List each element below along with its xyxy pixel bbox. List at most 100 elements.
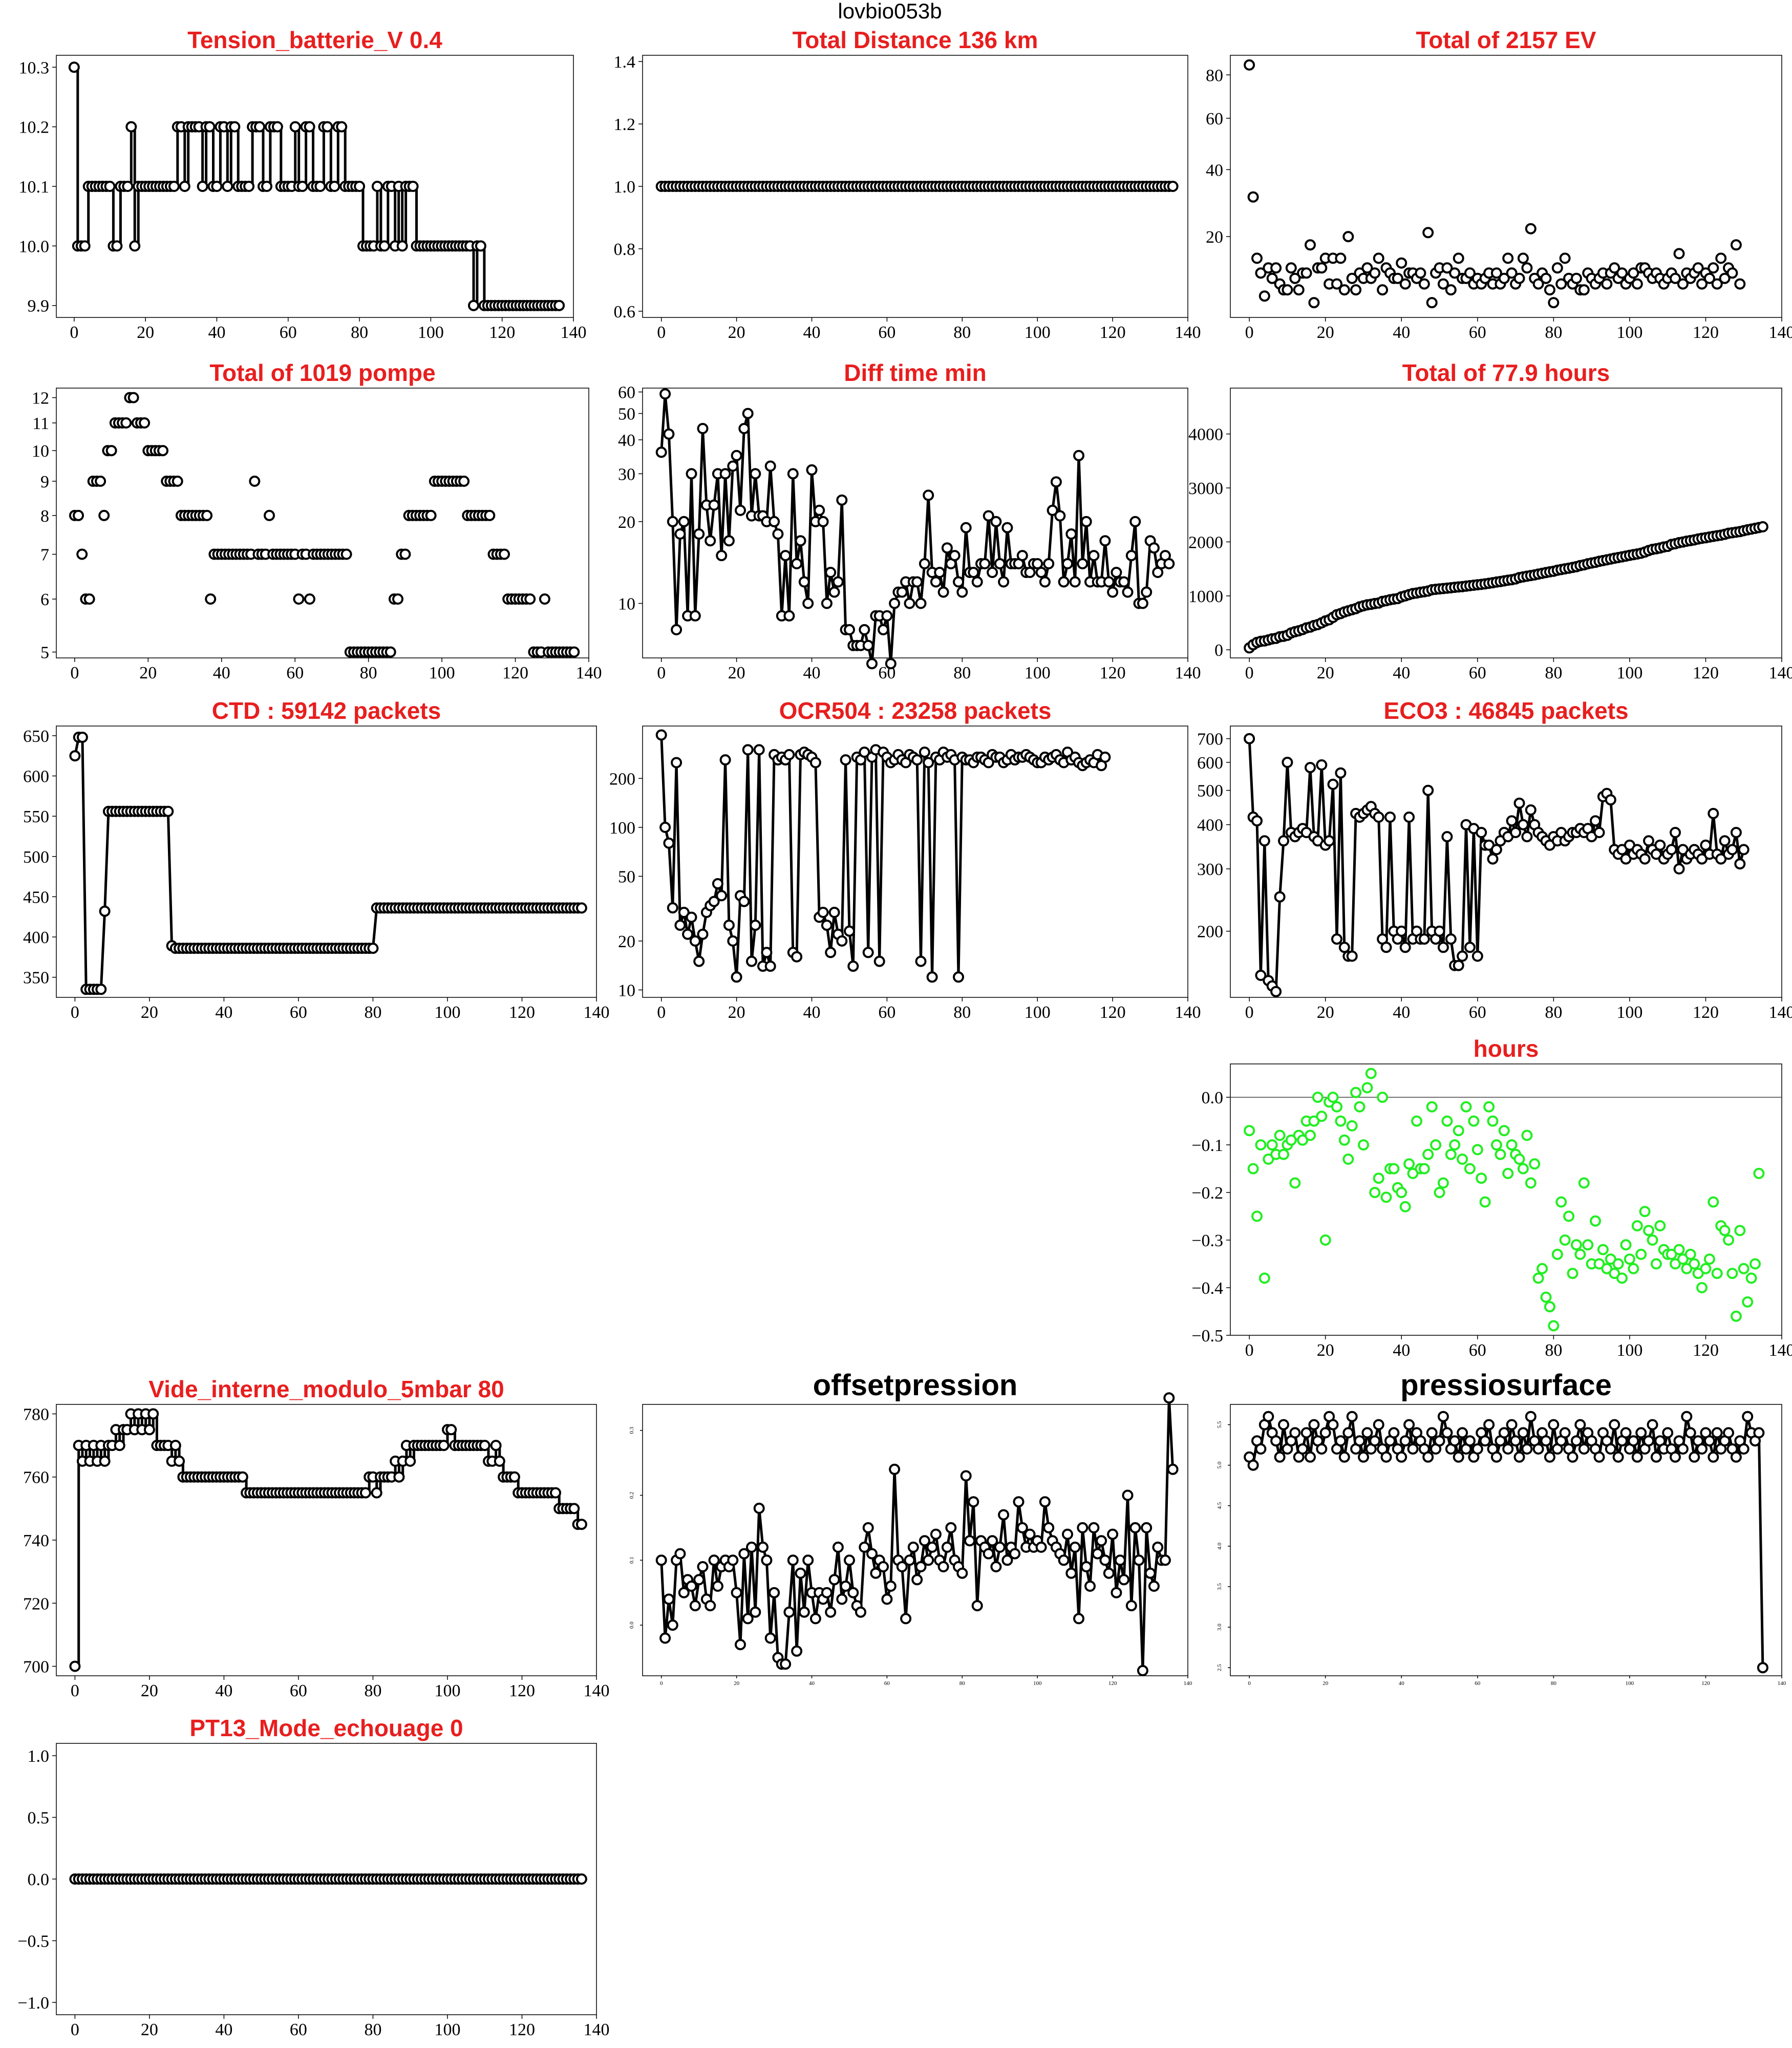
data-point	[1578, 1177, 1590, 1189]
data-point	[1247, 1163, 1259, 1175]
x-tick-label: 60	[1475, 1680, 1481, 1687]
data-point	[1434, 1435, 1445, 1447]
chart-title: hours	[1474, 1035, 1539, 1062]
x-tick-label: 140	[584, 1681, 610, 1700]
chart-tension: Tension_batterie_V 0.4 0 20 40 60 80 100 120 140…	[19, 27, 587, 342]
data-point	[889, 598, 901, 609]
data-point	[753, 744, 765, 756]
data-point	[832, 576, 844, 588]
data-point	[731, 450, 742, 461]
data-point	[1559, 252, 1571, 264]
data-point	[575, 1519, 587, 1530]
data-point	[1244, 733, 1255, 744]
data-point	[836, 935, 848, 947]
data-point	[1129, 1522, 1141, 1533]
data-point	[1338, 284, 1350, 296]
data-point	[83, 593, 95, 605]
data-point	[889, 1463, 901, 1475]
data-point	[1077, 558, 1089, 569]
data-point	[1096, 1535, 1107, 1547]
data-point	[1559, 1234, 1571, 1246]
data-point	[1407, 1443, 1419, 1455]
data-point	[689, 1600, 701, 1612]
data-point	[1118, 1574, 1130, 1586]
data-point	[1418, 1163, 1430, 1175]
x-tick-label: 40	[803, 1003, 821, 1022]
y-tick-label: 6	[40, 590, 49, 609]
x-tick-label: 60	[290, 1003, 307, 1022]
data-point	[1403, 1419, 1415, 1431]
data-point	[550, 1487, 561, 1499]
data-point	[686, 911, 697, 923]
plot-frame	[1230, 55, 1782, 318]
data-point	[1016, 550, 1028, 562]
x-tick-label: 40	[215, 2020, 232, 2039]
data-point	[742, 744, 754, 756]
x-tick-label: 40	[208, 323, 225, 342]
y-tick-label: 350	[23, 969, 49, 988]
data-point	[1578, 284, 1590, 296]
y-tick-label: 400	[23, 928, 49, 947]
data-point	[1141, 1522, 1153, 1533]
y-tick-label: 720	[23, 1594, 49, 1613]
data-point	[1570, 1239, 1582, 1251]
data-point	[1426, 297, 1438, 309]
data-point	[1673, 1244, 1685, 1255]
data-point	[923, 1554, 934, 1566]
data-point	[1513, 1154, 1525, 1165]
data-point	[998, 576, 1010, 588]
data-point	[1574, 1248, 1586, 1260]
data-point	[76, 548, 88, 560]
data-point	[753, 1502, 765, 1514]
data-point	[1502, 1443, 1514, 1455]
data-point	[1396, 257, 1407, 269]
data-point	[508, 1471, 520, 1483]
data-point	[1730, 1310, 1742, 1322]
x-tick-label: 60	[290, 1681, 307, 1700]
data-point	[1726, 844, 1738, 856]
data-point	[129, 240, 141, 252]
data-point	[197, 181, 208, 192]
data-point	[994, 558, 1006, 569]
data-point	[1361, 1427, 1373, 1439]
data-point	[1278, 835, 1289, 847]
y-tick-label: 740	[23, 1531, 49, 1550]
chart-title: CTD : 59142 packets	[212, 697, 441, 724]
y-tick-label: 2.5	[1217, 1664, 1223, 1671]
y-tick-label: 10.2	[19, 118, 50, 137]
data-point	[757, 1541, 769, 1553]
data-point	[1388, 1427, 1400, 1439]
data-point	[1453, 959, 1464, 971]
data-point	[1495, 1148, 1506, 1160]
chart-title: Total of 77.9 hours	[1402, 359, 1610, 386]
data-point	[983, 510, 994, 522]
data-point	[1453, 252, 1464, 264]
data-point	[296, 181, 308, 192]
data-point	[1449, 267, 1461, 279]
data-point	[1670, 272, 1681, 284]
data-point	[1677, 278, 1689, 290]
data-point	[1137, 598, 1148, 609]
data-point	[1483, 1419, 1495, 1431]
data-point	[1635, 1248, 1647, 1260]
y-tick-label: 60	[618, 383, 635, 402]
y-tick-label: 600	[23, 767, 49, 786]
data-point	[1684, 1248, 1696, 1260]
data-point	[371, 181, 383, 192]
data-point	[1529, 1158, 1541, 1170]
chart-title: PT13_Mode_echouage 0	[189, 1715, 463, 1741]
data-point	[69, 1660, 81, 1672]
chart-title: Total Distance 136 km	[793, 27, 1038, 53]
x-tick-label: 140	[1769, 664, 1792, 682]
data-point	[479, 1440, 490, 1452]
data-point	[1445, 284, 1457, 296]
data-point	[1122, 586, 1134, 598]
data-point	[1285, 262, 1297, 274]
data-point	[1346, 272, 1358, 284]
data-point	[655, 1554, 667, 1566]
x-tick-label: 140	[1778, 1680, 1786, 1687]
data-point	[686, 468, 697, 480]
data-point	[945, 1522, 957, 1533]
data-point	[1753, 1167, 1765, 1179]
x-tick-label: 120	[1100, 1003, 1126, 1022]
